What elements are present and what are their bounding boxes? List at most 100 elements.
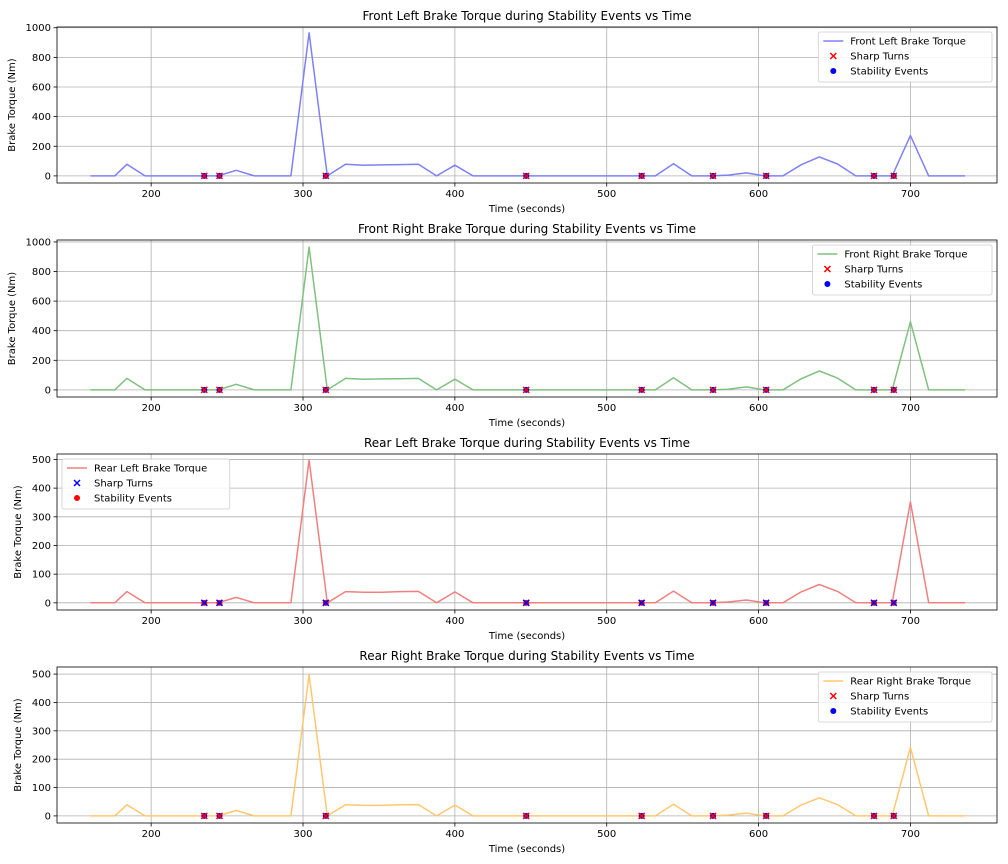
sharp-turn-point — [870, 386, 878, 394]
x-tick-label: 600 — [749, 616, 768, 627]
x-axis-label: Time (seconds) — [488, 631, 565, 642]
axes-frame — [56, 666, 998, 824]
y-tick-label: 0 — [45, 598, 51, 609]
sharp-turn-point — [709, 812, 717, 820]
sharp-turn-point — [638, 172, 646, 180]
x-tick-label: 600 — [749, 189, 768, 200]
sharp-turn-point — [215, 172, 224, 180]
legend-box — [812, 244, 993, 296]
sharp-turn-point — [638, 386, 646, 394]
x-tick-label: 400 — [445, 616, 464, 627]
sharp-turn-point — [215, 599, 224, 607]
x-axis-label: Time (seconds) — [488, 844, 565, 855]
sharp-turn-point — [709, 172, 717, 180]
y-axis-label: Brake Torque (Nm) — [7, 272, 18, 365]
y-tick-label: 400 — [32, 698, 51, 709]
sharp-turn-point — [522, 386, 530, 394]
legend-dot-marker — [830, 68, 837, 74]
sharp-turn-point — [215, 812, 224, 820]
legend: Front Right Brake Torque Sharp Turns Stabi… — [812, 244, 993, 296]
chart-title: Front Left Brake Torque during Stability… — [363, 9, 692, 23]
legend-label: Stability Events — [94, 494, 172, 505]
x-tick-label: 500 — [597, 829, 616, 840]
series-line — [90, 246, 966, 391]
x-tick-label: 400 — [445, 829, 464, 840]
chart-panel-1: 200 300 400 500 600 700 0 200 400 600 800 1000 Front… — [7, 9, 998, 215]
y-tick-label: 100 — [32, 570, 51, 581]
legend-label: Sharp Turns — [94, 479, 153, 490]
legend-label: Stability Events — [850, 67, 928, 78]
x-tick-label: 500 — [597, 616, 616, 627]
legend-label: Rear Right Brake Torque — [850, 677, 971, 688]
y-tick-label: 100 — [32, 783, 51, 794]
sharp-turn-point — [322, 386, 330, 394]
sharp-turn-point — [522, 599, 530, 607]
x-tick-label: 700 — [901, 403, 920, 414]
legend-x-marker — [73, 479, 81, 487]
sharp-turn-point — [322, 599, 330, 607]
x-tick-label: 300 — [293, 829, 312, 840]
legend-x-marker — [829, 52, 837, 60]
y-axis-label: Brake Torque (Nm) — [13, 698, 24, 791]
legend-dot-marker — [830, 708, 837, 714]
chart-panel-4: 200 300 400 500 600 700 0 100 200 300 400 500 Rear R… — [13, 649, 998, 855]
legend-label: Sharp Turns — [850, 692, 909, 703]
sharp-turn-point — [709, 386, 717, 394]
sharp-turn-point — [200, 172, 208, 180]
sharp-turn-point — [762, 386, 770, 394]
axes-frame — [56, 26, 998, 184]
x-tick-label: 600 — [749, 403, 768, 414]
sharp-turn-point — [322, 172, 330, 180]
legend-x-marker — [829, 692, 837, 700]
x-tick-label: 200 — [142, 189, 161, 200]
axes-frame — [56, 453, 998, 611]
x-axis-label: Time (seconds) — [488, 418, 565, 429]
chart-title: Front Right Brake Torque during Stabilit… — [358, 222, 696, 236]
legend-label: Rear Left Brake Torque — [94, 464, 207, 475]
y-tick-label: 800 — [32, 267, 51, 278]
legend-label: Stability Events — [844, 280, 922, 291]
y-tick-label: 400 — [32, 484, 51, 495]
sharp-turn-point — [762, 172, 770, 180]
y-tick-label: 200 — [32, 356, 51, 367]
y-tick-label: 0 — [45, 171, 51, 182]
x-tick-label: 700 — [901, 829, 920, 840]
y-tick-label: 0 — [45, 385, 51, 396]
x-tick-label: 700 — [901, 616, 920, 627]
chart-panel-2: 200 300 400 500 600 700 0 200 400 600 800 1000 Front… — [7, 222, 998, 429]
x-tick-label: 700 — [901, 189, 920, 200]
x-tick-label: 300 — [293, 189, 312, 200]
sharp-turn-point — [709, 599, 717, 607]
legend: Rear Left Brake Torque Sharp Turns Stabili… — [61, 458, 231, 510]
y-tick-label: 500 — [32, 670, 51, 681]
sharp-turn-point — [870, 599, 878, 607]
y-tick-label: 200 — [32, 541, 51, 552]
legend-label: Sharp Turns — [844, 265, 903, 276]
y-tick-label: 600 — [32, 83, 51, 94]
series-line — [90, 32, 966, 177]
series-line — [90, 673, 966, 817]
sharp-turn-point — [215, 386, 224, 394]
y-axis-label: Brake Torque (Nm) — [13, 485, 24, 578]
sharp-turn-point — [870, 172, 878, 180]
sharp-turn-point — [762, 812, 770, 820]
sharp-turn-point — [322, 812, 330, 820]
sharp-turn-point — [890, 172, 898, 180]
chart-title: Rear Left Brake Torque during Stability … — [364, 436, 690, 450]
sharp-turn-point — [522, 812, 530, 820]
legend: Front Left Brake Torque Sharp Turns Stabil… — [817, 31, 993, 83]
x-tick-label: 200 — [142, 829, 161, 840]
x-tick-label: 300 — [293, 403, 312, 414]
axes-frame — [56, 239, 998, 398]
y-axis-label: Brake Torque (Nm) — [7, 58, 18, 151]
legend-label: Sharp Turns — [850, 52, 909, 63]
sharp-turn-point — [890, 812, 898, 820]
y-tick-label: 0 — [45, 811, 51, 822]
legend-box — [817, 671, 993, 723]
y-tick-label: 800 — [32, 53, 51, 64]
legend-box — [61, 458, 231, 510]
legend-label: Stability Events — [850, 707, 928, 718]
x-tick-label: 200 — [142, 616, 161, 627]
legend-dot-marker — [824, 281, 831, 287]
